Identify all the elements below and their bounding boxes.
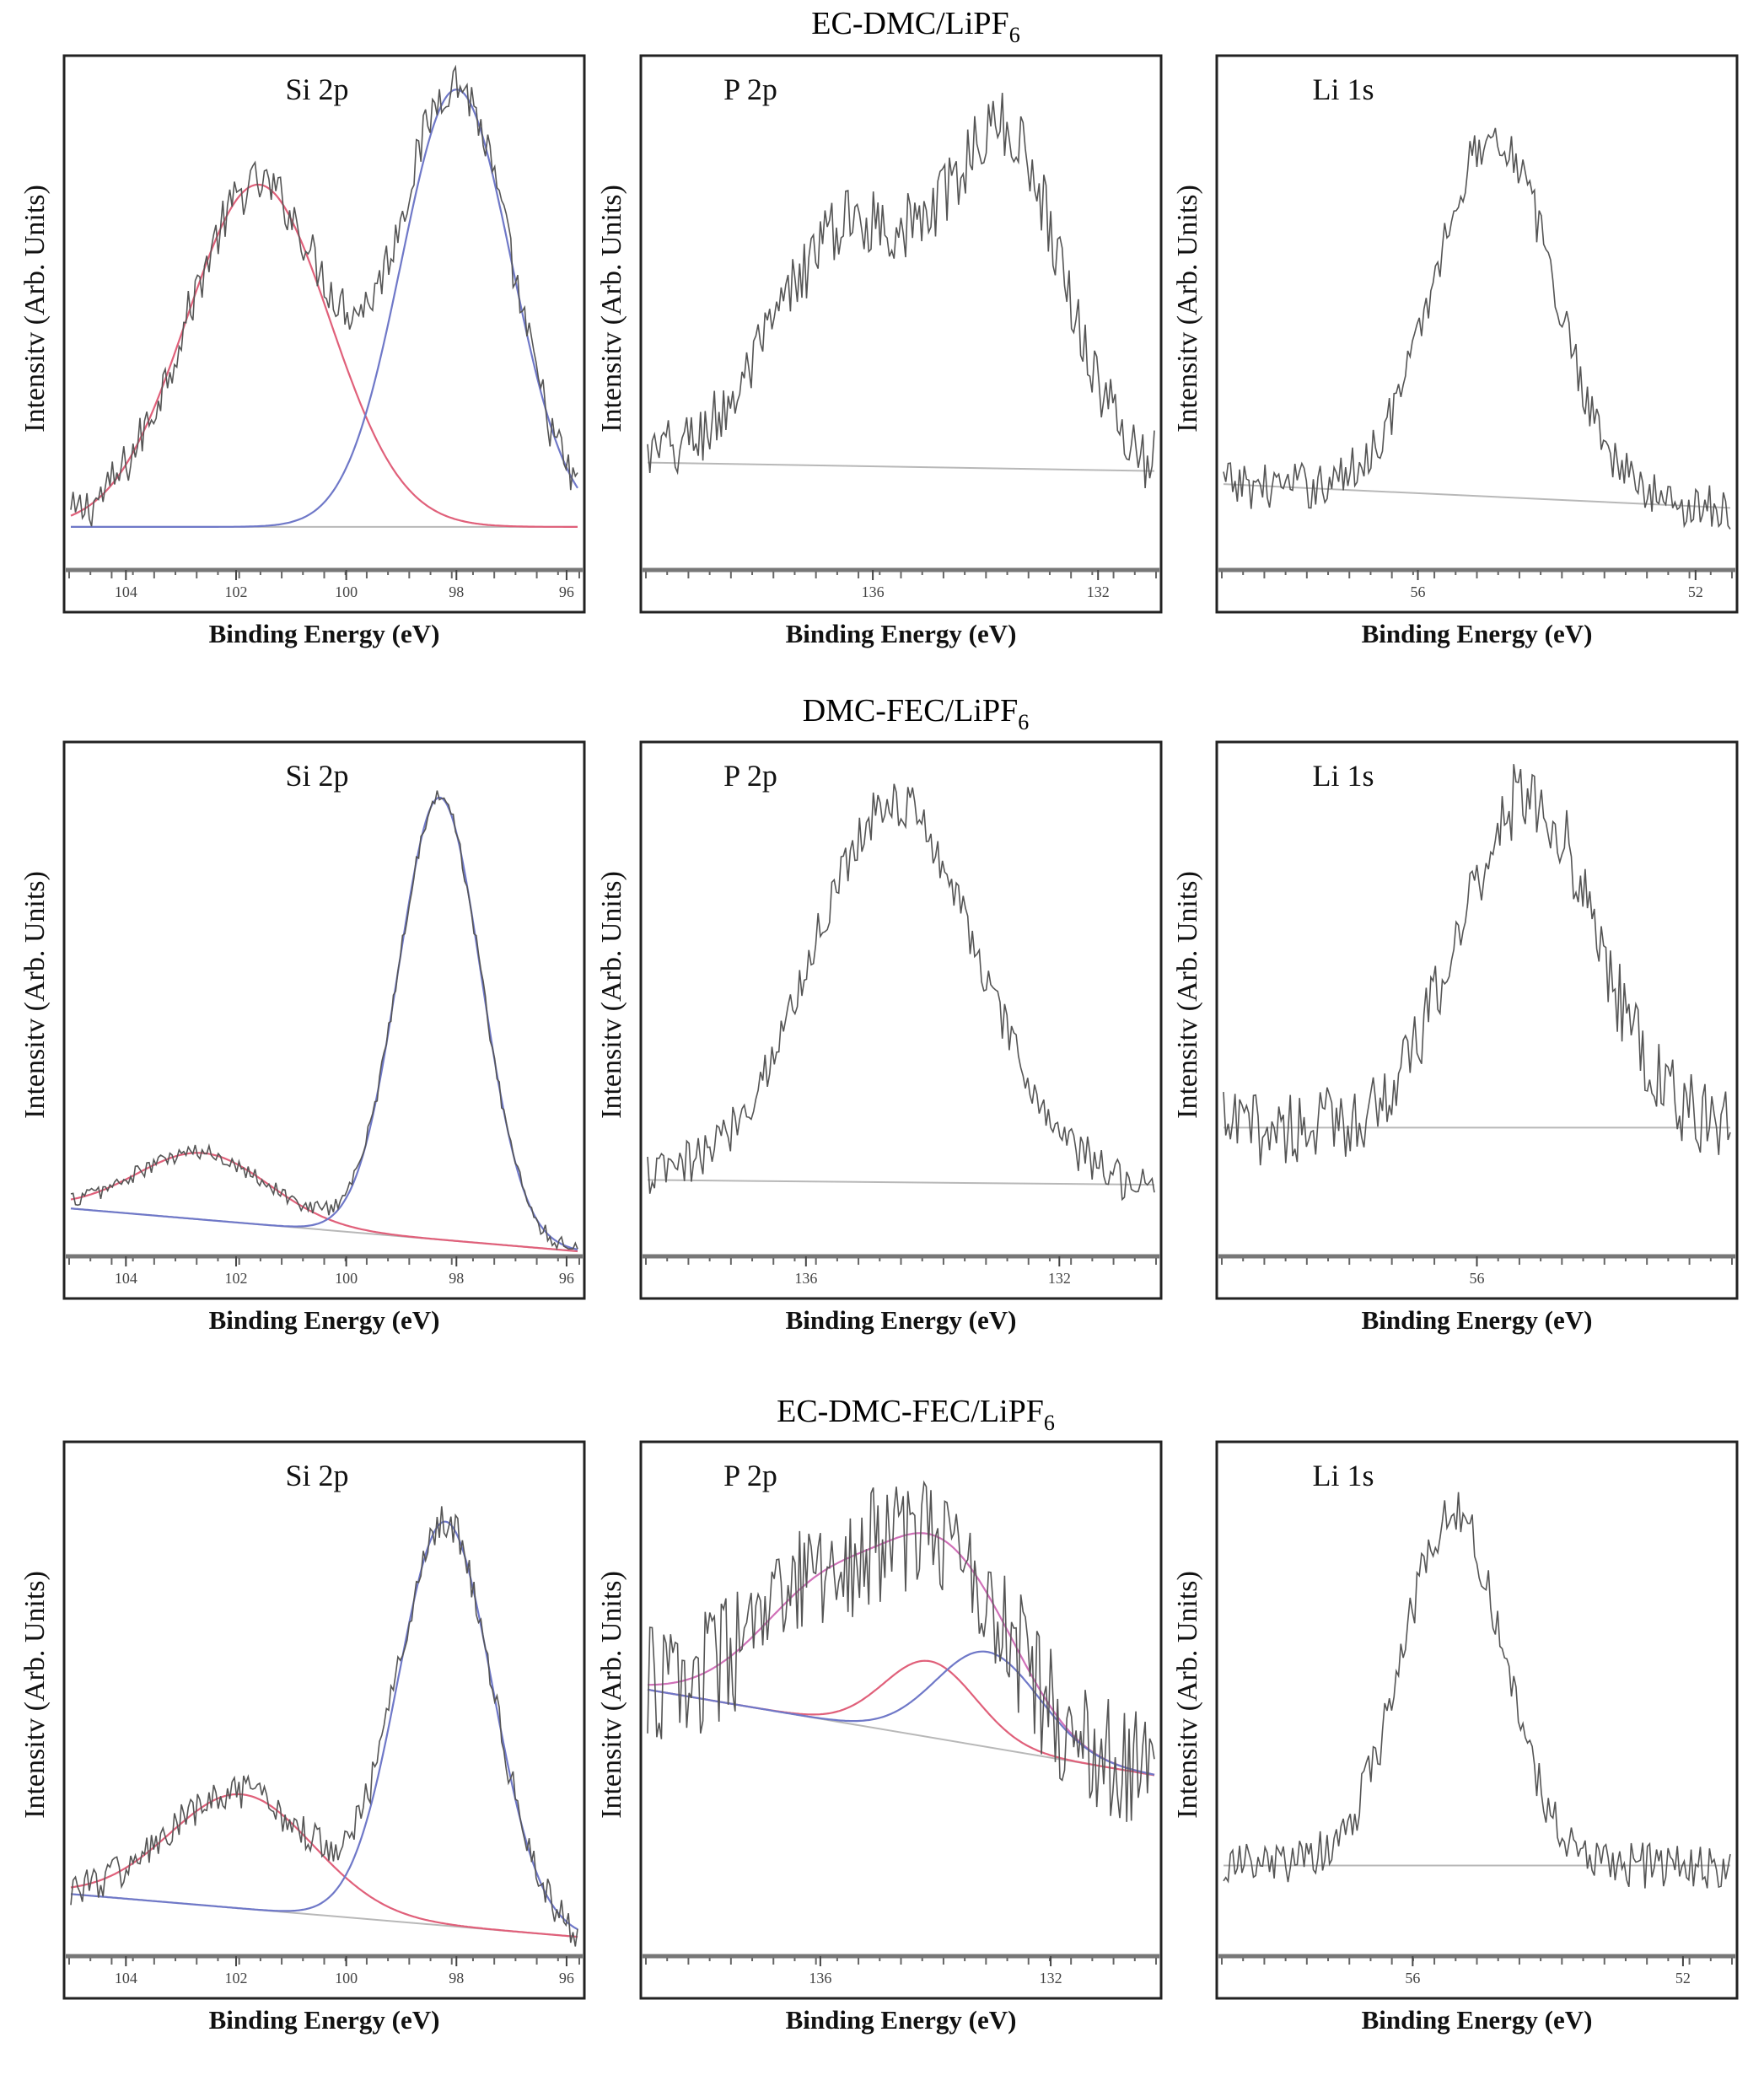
plot-frame bbox=[639, 54, 1163, 614]
y-axis-label: Intensitv (Arb. Units) bbox=[19, 871, 51, 1119]
y-axis-label: Intensitv (Arb. Units) bbox=[596, 1571, 627, 1819]
x-tick-label: 104 bbox=[115, 1970, 137, 1987]
x-tick-label: 100 bbox=[335, 1270, 358, 1287]
x-tick-label: 98 bbox=[449, 583, 464, 600]
plot-frame bbox=[62, 1440, 586, 2000]
x-tick-label: 132 bbox=[1087, 583, 1110, 600]
x-axis-label: Binding Energy (eV) bbox=[209, 1305, 440, 1335]
panel-label: Li 1s bbox=[1312, 759, 1374, 793]
row-title-2: EC-DMC-FEC/LiPF6 bbox=[777, 1394, 1055, 1435]
x-tick-label: 132 bbox=[1048, 1270, 1071, 1287]
row-title-1-sub: 6 bbox=[1018, 710, 1029, 734]
x-tick-label: 100 bbox=[335, 583, 358, 600]
spectrum-line bbox=[647, 783, 1155, 1202]
x-axis-label: Binding Energy (eV) bbox=[786, 1305, 1017, 1335]
x-tick-label: 102 bbox=[224, 1970, 247, 1987]
spectrum-line bbox=[70, 790, 578, 1251]
x-tick-label: 100 bbox=[335, 1970, 358, 1987]
y-axis-label: Intensitv (Arb. Units) bbox=[19, 1571, 51, 1819]
baseline bbox=[647, 461, 1155, 472]
x-axis-label: Binding Energy (eV) bbox=[209, 2005, 440, 2035]
panel-label: P 2p bbox=[723, 73, 777, 106]
plot-frame bbox=[639, 740, 1163, 1300]
x-axis-label: Binding Energy (eV) bbox=[1362, 1305, 1593, 1335]
x-tick-label: 98 bbox=[449, 1970, 464, 1987]
y-axis-label: Intensitv (Arb. Units) bbox=[19, 185, 51, 433]
row-title-0: EC-DMC/LiPF6 bbox=[811, 6, 1019, 47]
row-title-2-sub: 6 bbox=[1044, 1411, 1055, 1435]
y-axis-label: Intensitv (Arb. Units) bbox=[1172, 871, 1203, 1119]
spectrum-line bbox=[70, 64, 578, 527]
plot-frame bbox=[62, 54, 586, 614]
panel-label: Si 2p bbox=[285, 73, 348, 106]
plot-frame bbox=[1215, 54, 1739, 614]
panel-r1-si2p: 104 102 100 98 96 Si 2p Intensitv (Arb. Units)… bbox=[19, 54, 586, 648]
x-tick-label: 56 bbox=[1470, 1270, 1485, 1287]
panel-label: Li 1s bbox=[1312, 1459, 1374, 1492]
panel-label: Si 2p bbox=[285, 759, 348, 793]
x-tick-label: 136 bbox=[862, 583, 885, 600]
spectrum-line bbox=[70, 1506, 578, 1947]
y-axis-label: Intensitv (Arb. Units) bbox=[1172, 185, 1203, 433]
panel-r3-p2p: 136 132 P 2p Intensitv (Arb. Units) Binding … bbox=[596, 1440, 1163, 2035]
spectrum-line bbox=[1223, 127, 1731, 530]
x-tick-label: 132 bbox=[1040, 1970, 1062, 1987]
row-title-2-main: EC-DMC-FEC/LiPF bbox=[777, 1394, 1044, 1429]
x-tick-label: 96 bbox=[559, 1270, 574, 1287]
y-axis-label: Intensitv (Arb. Units) bbox=[596, 185, 627, 433]
x-tick-label: 56 bbox=[1405, 1970, 1420, 1987]
spectrum-line bbox=[1223, 764, 1731, 1166]
x-axis-label: Binding Energy (eV) bbox=[786, 2005, 1017, 2035]
panel-r2-li1s: 56 Li 1s Intensitv (Arb. Units) Binding Ene… bbox=[1172, 740, 1739, 1335]
panel-label: P 2p bbox=[723, 1459, 777, 1492]
panel-label: Si 2p bbox=[285, 1459, 348, 1492]
panels: 104 102 100 98 96 Si 2p Intensitv (Arb. Units)… bbox=[19, 54, 1739, 2035]
fit-component-1 bbox=[70, 183, 578, 528]
fit-component-2 bbox=[71, 89, 578, 528]
x-tick-label: 96 bbox=[559, 1970, 574, 1987]
x-tick-label: 104 bbox=[115, 583, 137, 600]
panel-label: P 2p bbox=[723, 759, 777, 793]
x-tick-label: 52 bbox=[1675, 1970, 1691, 1987]
plot-frame bbox=[1215, 740, 1739, 1300]
fit-component-1 bbox=[70, 1793, 578, 1938]
x-axis-label: Binding Energy (eV) bbox=[786, 619, 1017, 648]
y-axis-label: Intensitv (Arb. Units) bbox=[596, 871, 627, 1119]
x-tick-label: 104 bbox=[115, 1270, 137, 1287]
panel-label: Li 1s bbox=[1312, 73, 1374, 106]
panel-r2-p2p: 136 132 P 2p Intensitv (Arb. Units) Binding … bbox=[596, 740, 1163, 1335]
plot-frame bbox=[1215, 1440, 1739, 2000]
plot-frame bbox=[639, 1440, 1163, 2000]
y-axis-label: Intensitv (Arb. Units) bbox=[1172, 1571, 1203, 1819]
x-tick-label: 96 bbox=[559, 583, 574, 600]
panel-r1-li1s: 56 52 Li 1s Intensitv (Arb. Units) Binding E… bbox=[1172, 54, 1739, 648]
panel-r2-si2p: 104 102 100 98 96 Si 2p Intensitv (Arb. Units)… bbox=[19, 740, 586, 1335]
spectrum-line bbox=[647, 1480, 1155, 1822]
row-title-1: DMC-FEC/LiPF6 bbox=[803, 693, 1030, 734]
spectrum-line bbox=[647, 93, 1155, 489]
spectrum-line bbox=[1223, 1492, 1731, 1889]
row-title-0-main: EC-DMC/LiPF bbox=[811, 6, 1008, 41]
fit-envelope bbox=[648, 1532, 1155, 1776]
x-tick-label: 102 bbox=[224, 1270, 247, 1287]
panel-r1-p2p: 136 132 P 2p Intensitv (Arb. Units) Binding … bbox=[596, 54, 1163, 648]
x-tick-label: 56 bbox=[1411, 583, 1426, 600]
baseline bbox=[647, 1179, 1155, 1186]
x-tick-label: 102 bbox=[224, 583, 247, 600]
x-axis-label: Binding Energy (eV) bbox=[209, 619, 440, 648]
x-tick-label: 136 bbox=[809, 1970, 831, 1987]
x-tick-label: 136 bbox=[794, 1270, 817, 1287]
x-axis-label: Binding Energy (eV) bbox=[1362, 619, 1593, 648]
x-axis-label: Binding Energy (eV) bbox=[1362, 2005, 1593, 2035]
panel-r3-si2p: 104 102 100 98 96 Si 2p Intensitv (Arb. Units)… bbox=[19, 1440, 586, 2035]
fit-component-2 bbox=[70, 1520, 578, 1931]
x-tick-label: 52 bbox=[1688, 583, 1703, 600]
row-title-0-sub: 6 bbox=[1009, 23, 1020, 47]
fit-component-3 bbox=[647, 1650, 1155, 1776]
x-tick-label: 98 bbox=[449, 1270, 464, 1287]
panel-r3-li1s: 56 52 Li 1s Intensitv (Arb. Units) Binding E… bbox=[1172, 1440, 1739, 2035]
row-title-1-main: DMC-FEC/LiPF bbox=[803, 693, 1019, 728]
